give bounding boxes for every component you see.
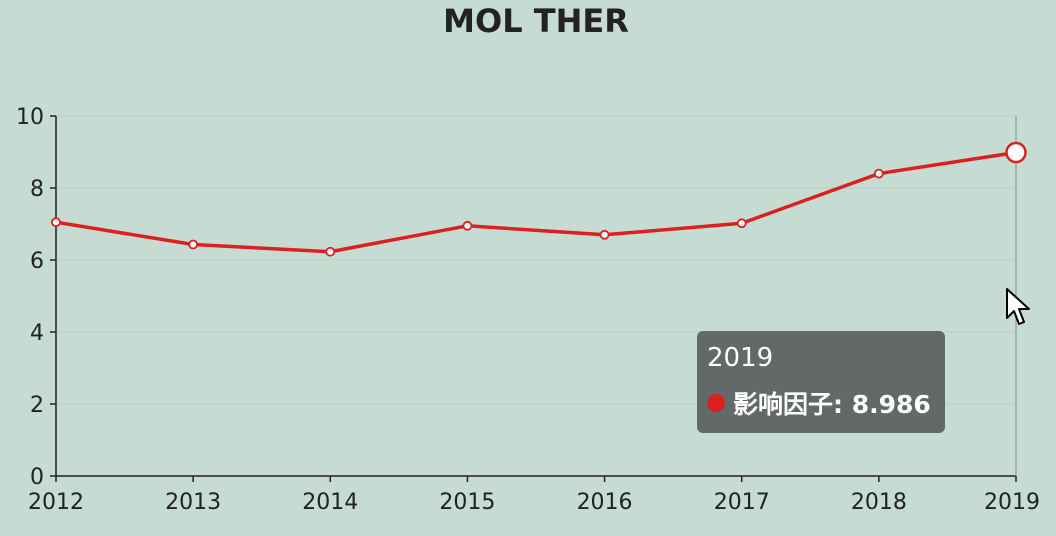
y-tick-label-8: 8 (30, 177, 44, 202)
y-tick-labels: 0 2 4 6 8 10 (16, 105, 44, 490)
x-tick-label-2015: 2015 (439, 490, 495, 515)
data-point-2017 (736, 218, 747, 229)
data-point-2014 (325, 246, 336, 257)
tooltip-title: 2019 (707, 343, 774, 373)
x-tick-label-2012: 2012 (28, 490, 84, 515)
x-tick-label-2016: 2016 (577, 490, 633, 515)
data-point-2013 (188, 239, 199, 250)
tooltip: 2019 影响因子: 8.986 (697, 331, 945, 433)
mouse-cursor-icon (1006, 288, 1030, 325)
chart-title: MOL THER (443, 2, 629, 40)
data-point-2016 (599, 229, 610, 240)
x-tick-label-2014: 2014 (302, 490, 358, 515)
tooltip-row: 影响因子: 8.986 (707, 385, 935, 421)
data-point-2019 (1005, 141, 1027, 164)
x-tick-label-2019: 2019 (984, 490, 1040, 515)
y-tick-label-10: 10 (16, 105, 44, 130)
data-point-2012 (51, 217, 61, 228)
data-point-2015 (462, 220, 473, 231)
tooltip-value: 影响因子: 8.986 (733, 390, 931, 419)
x-tick-label-2018: 2018 (851, 490, 907, 515)
x-tick-label-2013: 2013 (165, 490, 221, 515)
y-tick-label-0: 0 (30, 465, 44, 490)
y-tick-label-6: 6 (30, 249, 44, 274)
tooltip-series-dot-icon (707, 394, 725, 412)
x-tick-label-2017: 2017 (714, 490, 770, 515)
series-line-0 (54, 150, 1018, 254)
x-tick-labels: 2012 2013 2014 2015 2016 2017 2018 2019 (28, 490, 1040, 515)
series-layer (51, 141, 1027, 257)
y-tick-label-4: 4 (30, 321, 44, 346)
y-tick-label-2: 2 (30, 393, 44, 418)
data-point-2018 (873, 168, 884, 179)
